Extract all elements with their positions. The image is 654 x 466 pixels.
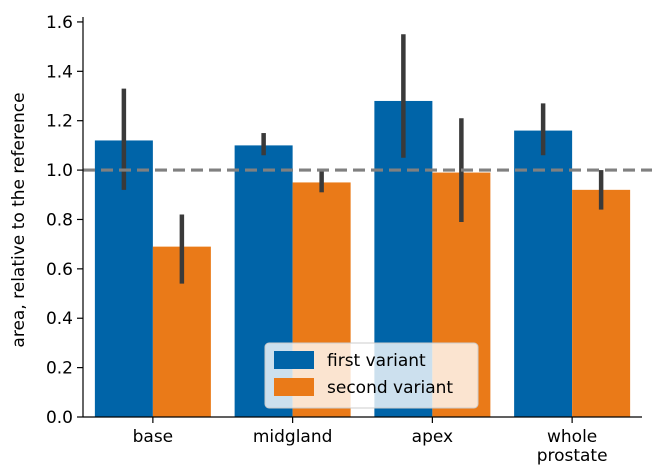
- y-tick-label: 1.2: [46, 112, 73, 132]
- x-tick-label: whole: [547, 427, 597, 447]
- bar-second-variant-3: [572, 189, 631, 417]
- x-tick-label: apex: [412, 427, 453, 447]
- y-ticks-layer: 0.0 0.2 0.4 0.6 0.8 1.0 1.2 1.4 1.6: [46, 13, 83, 428]
- y-tick-label: 0.4: [46, 309, 73, 329]
- legend: first variant second variant: [264, 342, 479, 409]
- axes-layer: [82, 17, 642, 418]
- legend-swatch-second-variant: [274, 378, 314, 396]
- bar-first-variant-3: [514, 130, 573, 417]
- y-tick-label: 0.0: [46, 408, 73, 428]
- y-axis-label: area, relative to the reference: [9, 92, 29, 347]
- y-tick-label: 0.6: [46, 260, 73, 280]
- legend-label-second-variant: second variant: [327, 378, 453, 398]
- x-tick-label: prostate: [537, 446, 608, 466]
- x-tick-label: midgland: [253, 427, 333, 447]
- legend-label-first-variant: first variant: [327, 351, 426, 371]
- x-tick-label: base: [133, 427, 174, 447]
- y-tick-label: 1.0: [46, 161, 73, 181]
- bars-layer: [94, 100, 631, 417]
- y-tick-label: 0.2: [46, 359, 73, 379]
- y-tick-label: 1.6: [46, 13, 73, 33]
- legend-swatch-first-variant: [274, 351, 314, 369]
- y-tick-label: 0.8: [46, 210, 73, 230]
- legend-box: [264, 342, 479, 409]
- y-tick-label: 1.4: [46, 62, 73, 82]
